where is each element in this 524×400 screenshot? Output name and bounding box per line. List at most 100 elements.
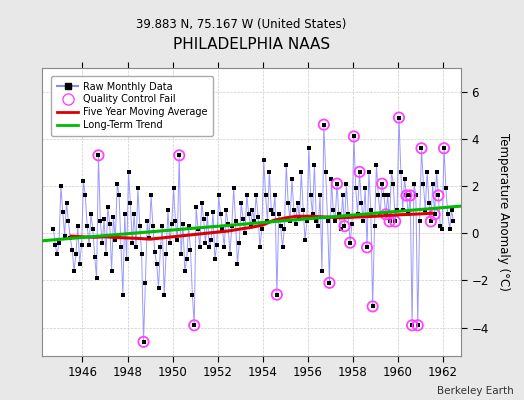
Point <box>51 242 59 248</box>
Point <box>209 209 217 215</box>
Point <box>184 223 193 229</box>
Point <box>237 199 245 206</box>
Point <box>53 251 61 258</box>
Point <box>107 268 116 274</box>
Point <box>137 251 146 258</box>
Point <box>152 261 161 267</box>
Point <box>214 192 223 199</box>
Point <box>87 211 95 218</box>
Point <box>393 206 401 213</box>
Point <box>350 133 358 140</box>
Point <box>179 221 187 227</box>
Point <box>395 114 403 121</box>
Point <box>318 268 326 274</box>
Point <box>68 246 77 253</box>
Point <box>295 216 303 222</box>
Point <box>434 192 443 199</box>
Point <box>316 192 324 199</box>
Point <box>235 240 244 246</box>
Point <box>169 185 178 192</box>
Point <box>60 232 69 239</box>
Point <box>224 221 232 227</box>
Point <box>213 242 221 248</box>
Point <box>149 223 157 229</box>
Point <box>216 211 225 218</box>
Point <box>312 218 321 225</box>
Point <box>286 218 294 225</box>
Point <box>64 218 73 225</box>
Point <box>427 218 435 225</box>
Point <box>432 169 441 175</box>
Point <box>367 206 375 213</box>
Point <box>378 180 386 187</box>
Point <box>256 244 264 251</box>
Point <box>218 225 226 232</box>
Point <box>49 225 58 232</box>
Point <box>201 240 210 246</box>
Point <box>79 178 88 184</box>
Point <box>190 322 199 328</box>
Point <box>118 292 127 298</box>
Point <box>320 122 328 128</box>
Point <box>139 339 148 345</box>
Point <box>117 244 125 251</box>
Point <box>139 339 148 345</box>
Point <box>322 169 330 175</box>
Point <box>429 180 437 187</box>
Point <box>352 185 360 192</box>
Point <box>102 251 110 258</box>
Point <box>57 183 65 189</box>
Point <box>350 133 358 140</box>
Point <box>113 180 122 187</box>
Point <box>340 223 348 229</box>
Point <box>175 152 183 158</box>
Point <box>230 185 238 192</box>
Point <box>333 180 341 187</box>
Point <box>291 221 300 227</box>
Point <box>272 292 281 298</box>
Point <box>200 216 208 222</box>
Point <box>162 251 170 258</box>
Point <box>404 211 412 218</box>
Point <box>226 251 234 258</box>
Point <box>410 180 418 187</box>
Point <box>92 275 101 281</box>
Point <box>293 199 302 206</box>
Point <box>132 244 140 251</box>
Point <box>81 192 90 199</box>
Point <box>310 162 319 168</box>
Point <box>339 192 347 199</box>
Point <box>440 145 448 152</box>
Point <box>307 192 315 199</box>
Point <box>381 211 390 218</box>
Point <box>336 225 345 232</box>
Point <box>323 218 332 225</box>
Point <box>406 192 414 199</box>
Point <box>181 268 189 274</box>
Point <box>325 280 334 286</box>
Point <box>261 192 270 199</box>
Point <box>175 152 183 158</box>
Text: Berkeley Earth: Berkeley Earth <box>437 386 514 396</box>
Point <box>258 225 266 232</box>
Point <box>304 145 313 152</box>
Point <box>378 180 386 187</box>
Point <box>290 206 298 213</box>
Point <box>166 240 174 246</box>
Point <box>374 192 383 199</box>
Point <box>205 244 213 251</box>
Point <box>272 292 281 298</box>
Point <box>143 218 151 225</box>
Point <box>171 218 180 225</box>
Point <box>329 206 337 213</box>
Point <box>145 235 154 241</box>
Point <box>168 221 176 227</box>
Point <box>177 251 185 258</box>
Point <box>85 242 93 248</box>
Point <box>198 199 206 206</box>
Point <box>89 225 97 232</box>
Point <box>359 218 367 225</box>
Point <box>301 237 309 244</box>
Point <box>100 216 108 222</box>
Point <box>372 162 380 168</box>
